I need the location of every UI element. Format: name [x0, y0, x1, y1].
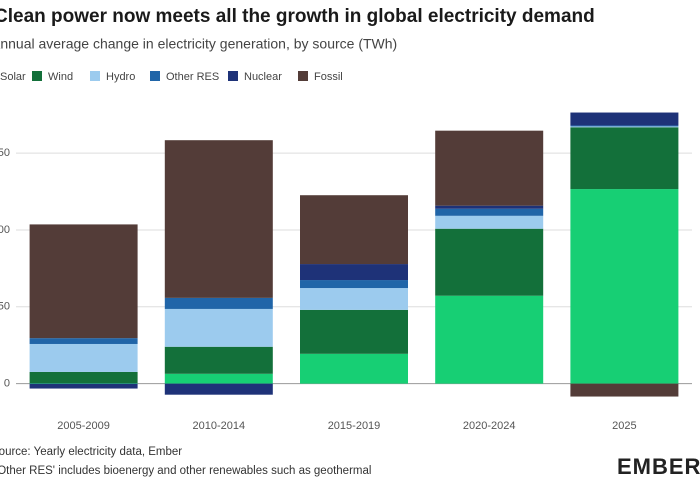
bar-segment [29, 343, 138, 372]
bar-segment [435, 295, 544, 384]
legend-label: Solar [0, 71, 26, 83]
bar-segment [435, 205, 544, 209]
bar-segment [570, 127, 679, 190]
bar-segment [29, 371, 138, 384]
x-tick-label: 2020-2024 [463, 420, 516, 432]
legend-swatch [90, 71, 100, 81]
legend-label: Nuclear [244, 71, 282, 83]
source: Source: Yearly electricity data, Ember [0, 446, 182, 458]
bar-segment [435, 208, 544, 216]
bar-segment [300, 195, 408, 265]
bar-segment [435, 215, 544, 229]
bar-segment [435, 228, 544, 296]
note: 'Other RES' includes bioenergy and other… [0, 465, 371, 477]
bar-segment [570, 189, 679, 384]
bar-segment [164, 308, 273, 347]
bar-segment [570, 112, 679, 126]
bar-segment [570, 126, 679, 128]
bar-segment [29, 383, 138, 384]
bar-segment [164, 140, 273, 298]
x-tick-label: 2005-2009 [57, 420, 110, 432]
x-tick-label: 2015-2019 [328, 420, 381, 432]
y-tick-label: 750 [0, 147, 10, 159]
bar-segment [300, 353, 408, 384]
bar-segment [164, 346, 273, 374]
legend-swatch [32, 71, 42, 81]
bar-segment [300, 264, 408, 281]
legend-swatch [228, 71, 238, 81]
bar-segment [164, 373, 273, 384]
logo: EMBER [617, 454, 700, 479]
chart-subtitle: Annual average change in electricity gen… [0, 36, 397, 52]
legend-label: Other RES [166, 71, 219, 83]
chart-title: Clean power now meets all the growth in … [0, 6, 595, 27]
legend-label: Wind [48, 71, 73, 83]
bar-segment [164, 383, 273, 395]
legend-swatch [150, 71, 160, 81]
bar-segment [435, 130, 544, 206]
legend-label: Hydro [106, 71, 135, 83]
y-tick-label: 0 [4, 378, 10, 390]
bar-segment [570, 125, 679, 127]
bar-segment [300, 280, 408, 289]
legend-swatch [298, 71, 308, 81]
bar-segment [29, 338, 138, 344]
bar-segment [29, 383, 138, 389]
bar-segment [300, 309, 408, 354]
bar-segment [300, 288, 408, 310]
bar-segment [29, 224, 138, 339]
y-tick-label: 250 [0, 301, 10, 313]
x-tick-label: 2025 [612, 420, 636, 432]
bar-segment [570, 383, 679, 397]
bar-segment [164, 297, 273, 309]
legend-label: Fossil [314, 71, 343, 83]
y-tick-label: 500 [0, 224, 10, 236]
x-tick-label: 2010-2014 [192, 420, 245, 432]
